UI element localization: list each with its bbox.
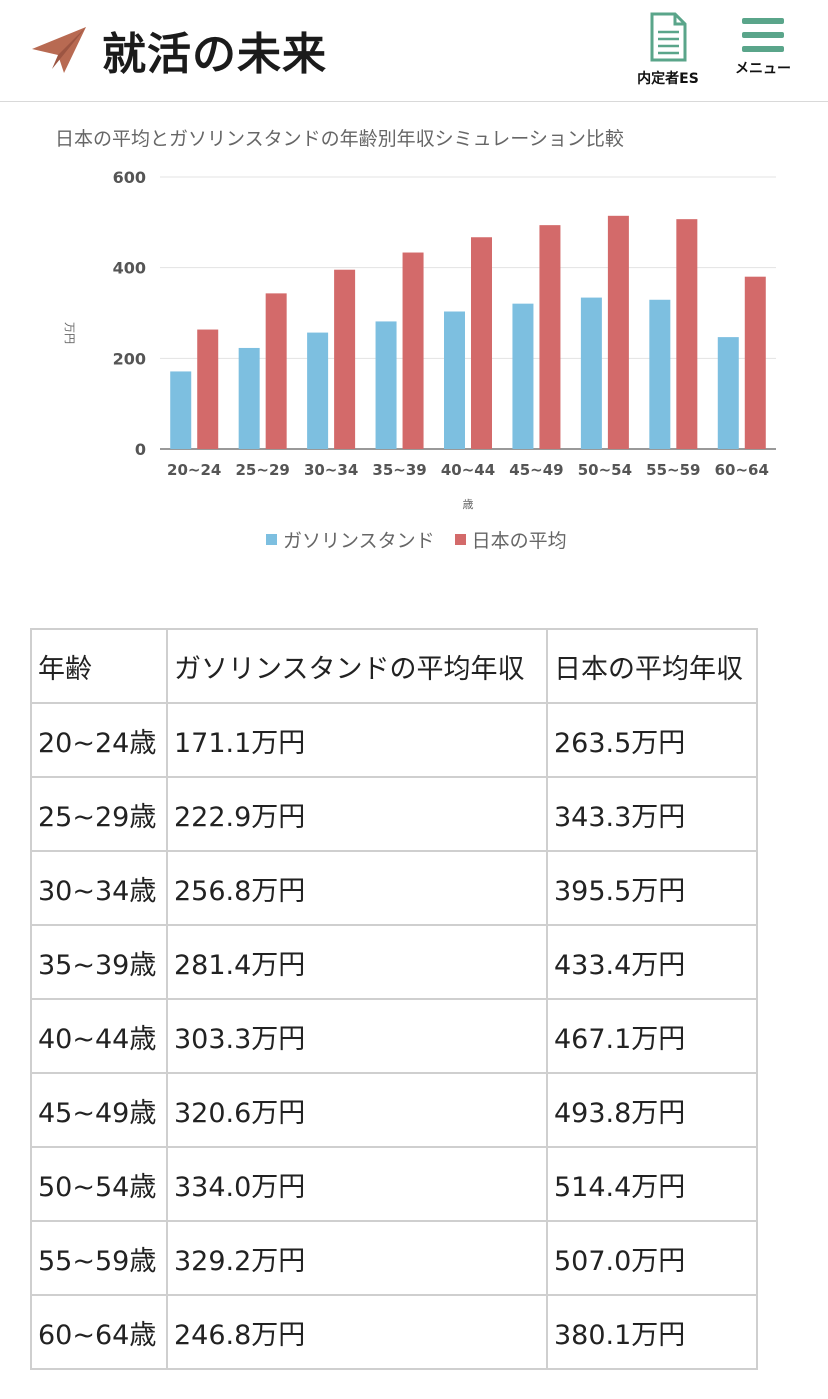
cell-gas-station-salary: 320.6万円 [166, 1072, 548, 1148]
y-tick-label: 0 [135, 440, 146, 459]
table-row: 35~39歳 281.4万円 433.4万円 [30, 924, 758, 1000]
legend-item-gas-station: ガソリンスタンド [266, 526, 435, 553]
hamburger-menu-icon [742, 18, 784, 52]
table-row: 55~59歳 329.2万円 507.0万円 [30, 1220, 758, 1296]
salary-table: 年齢 ガソリンスタンドの平均年収 日本の平均年収 20~24歳 171.1万円 26… [30, 628, 758, 1370]
site-header: 就活の未来 内定者ES メニュー [0, 0, 828, 102]
x-tick-label: 50~54 [578, 461, 632, 479]
cell-gas-station-salary: 171.1万円 [166, 702, 548, 778]
legend-label: ガソリンスタンド [283, 530, 435, 552]
table-row: 30~34歳 256.8万円 395.5万円 [30, 850, 758, 926]
cell-japan-salary: 263.5万円 [546, 702, 758, 778]
site-logo[interactable]: 就活の未来 [30, 22, 327, 80]
cell-gas-station-salary: 256.8万円 [166, 850, 548, 926]
legend-item-japan-average: 日本の平均 [454, 526, 567, 553]
cell-age: 60~64歳 [30, 1294, 168, 1370]
cell-age: 55~59歳 [30, 1220, 168, 1296]
x-tick-label: 40~44 [441, 461, 495, 479]
table-row: 60~64歳 246.8万円 380.1万円 [30, 1294, 758, 1370]
header-age: 年齢 [30, 628, 168, 704]
y-axis-label: 万円 [63, 322, 76, 344]
bar-gas-station [580, 297, 602, 449]
bar-japan-average [471, 237, 492, 449]
x-tick-label: 60~64 [715, 461, 769, 479]
document-icon [650, 12, 687, 62]
bar-gas-station [170, 371, 192, 449]
y-tick-label: 200 [113, 349, 146, 368]
cell-japan-salary: 507.0万円 [546, 1220, 758, 1296]
header-japan-salary: 日本の平均年収 [546, 628, 758, 704]
es-button-label: 内定者ES [637, 71, 699, 87]
table-row: 50~54歳 334.0万円 514.4万円 [30, 1146, 758, 1222]
bar-chart: 0 200 400 600 万円 20~24 25~29 30~34 35~39 40~44 45~… [63, 168, 776, 511]
cell-gas-station-salary: 303.3万円 [166, 998, 548, 1074]
bar-japan-average [402, 252, 424, 449]
y-tick-label: 600 [113, 168, 146, 187]
cell-gas-station-salary: 281.4万円 [166, 924, 548, 1000]
cell-japan-salary: 433.4万円 [546, 924, 758, 1000]
table-row: 45~49歳 320.6万円 493.8万円 [30, 1072, 758, 1148]
logo-text: 就活の未来 [102, 29, 327, 80]
bar-japan-average [676, 219, 698, 449]
bar-japan-average [334, 269, 356, 449]
legend-swatch [266, 534, 277, 545]
bar-gas-station [375, 321, 397, 449]
chart-title: 日本の平均とガソリンスタンドの年齢別年収シミュレーション比較 [55, 128, 624, 150]
bar-japan-average [265, 293, 287, 449]
bar-gas-station [512, 303, 534, 449]
chart-legend: ガソリンスタンド 日本の平均 [266, 526, 587, 553]
x-tick-label: 45~49 [509, 461, 563, 479]
x-tick-label: 25~29 [236, 461, 290, 479]
cell-gas-station-salary: 329.2万円 [166, 1220, 548, 1296]
cell-age: 40~44歳 [30, 998, 168, 1074]
cell-japan-salary: 514.4万円 [546, 1146, 758, 1222]
table-row: 40~44歳 303.3万円 467.1万円 [30, 998, 758, 1074]
cell-age: 35~39歳 [30, 924, 168, 1000]
cell-gas-station-salary: 334.0万円 [166, 1146, 548, 1222]
cell-age: 25~29歳 [30, 776, 168, 852]
cell-gas-station-salary: 222.9万円 [166, 776, 548, 852]
x-axis-label: 歳 [463, 498, 474, 511]
x-tick-label: 55~59 [646, 461, 700, 479]
paper-plane-icon [32, 27, 86, 73]
legend-swatch [454, 534, 466, 545]
y-tick-label: 400 [113, 259, 146, 278]
bar-gas-station [307, 332, 329, 449]
x-tick-label: 35~39 [372, 461, 426, 479]
x-tick-label: 30~34 [304, 461, 358, 479]
cell-gas-station-salary: 246.8万円 [166, 1294, 548, 1370]
legend-label: 日本の平均 [471, 530, 567, 552]
table-row: 20~24歳 171.1万円 263.5万円 [30, 702, 758, 778]
bar-japan-average [197, 329, 219, 449]
cell-japan-salary: 395.5万円 [546, 850, 758, 926]
menu-button[interactable]: メニュー [724, 12, 802, 78]
cell-japan-salary: 343.3万円 [546, 776, 758, 852]
bar-japan-average [744, 276, 766, 449]
cell-age: 20~24歳 [30, 702, 168, 778]
header-gas-station-salary: ガソリンスタンドの平均年収 [166, 628, 548, 704]
cell-age: 30~34歳 [30, 850, 168, 926]
cell-age: 50~54歳 [30, 1146, 168, 1222]
bar-gas-station [717, 337, 739, 449]
bar-japan-average [607, 215, 629, 449]
bar-japan-average [539, 225, 561, 449]
cell-age: 45~49歳 [30, 1072, 168, 1148]
table-row: 25~29歳 222.9万円 343.3万円 [30, 776, 758, 852]
cell-japan-salary: 380.1万円 [546, 1294, 758, 1370]
bar-gas-station [238, 347, 260, 449]
cell-japan-salary: 467.1万円 [546, 998, 758, 1074]
table-header-row: 年齢 ガソリンスタンドの平均年収 日本の平均年収 [30, 628, 758, 704]
bar-gas-station [444, 311, 465, 449]
x-tick-label: 20~24 [167, 461, 221, 479]
cell-japan-salary: 493.8万円 [546, 1072, 758, 1148]
bar-gas-station [649, 299, 671, 449]
menu-button-label: メニュー [735, 61, 791, 77]
es-button[interactable]: 内定者ES [628, 12, 708, 88]
